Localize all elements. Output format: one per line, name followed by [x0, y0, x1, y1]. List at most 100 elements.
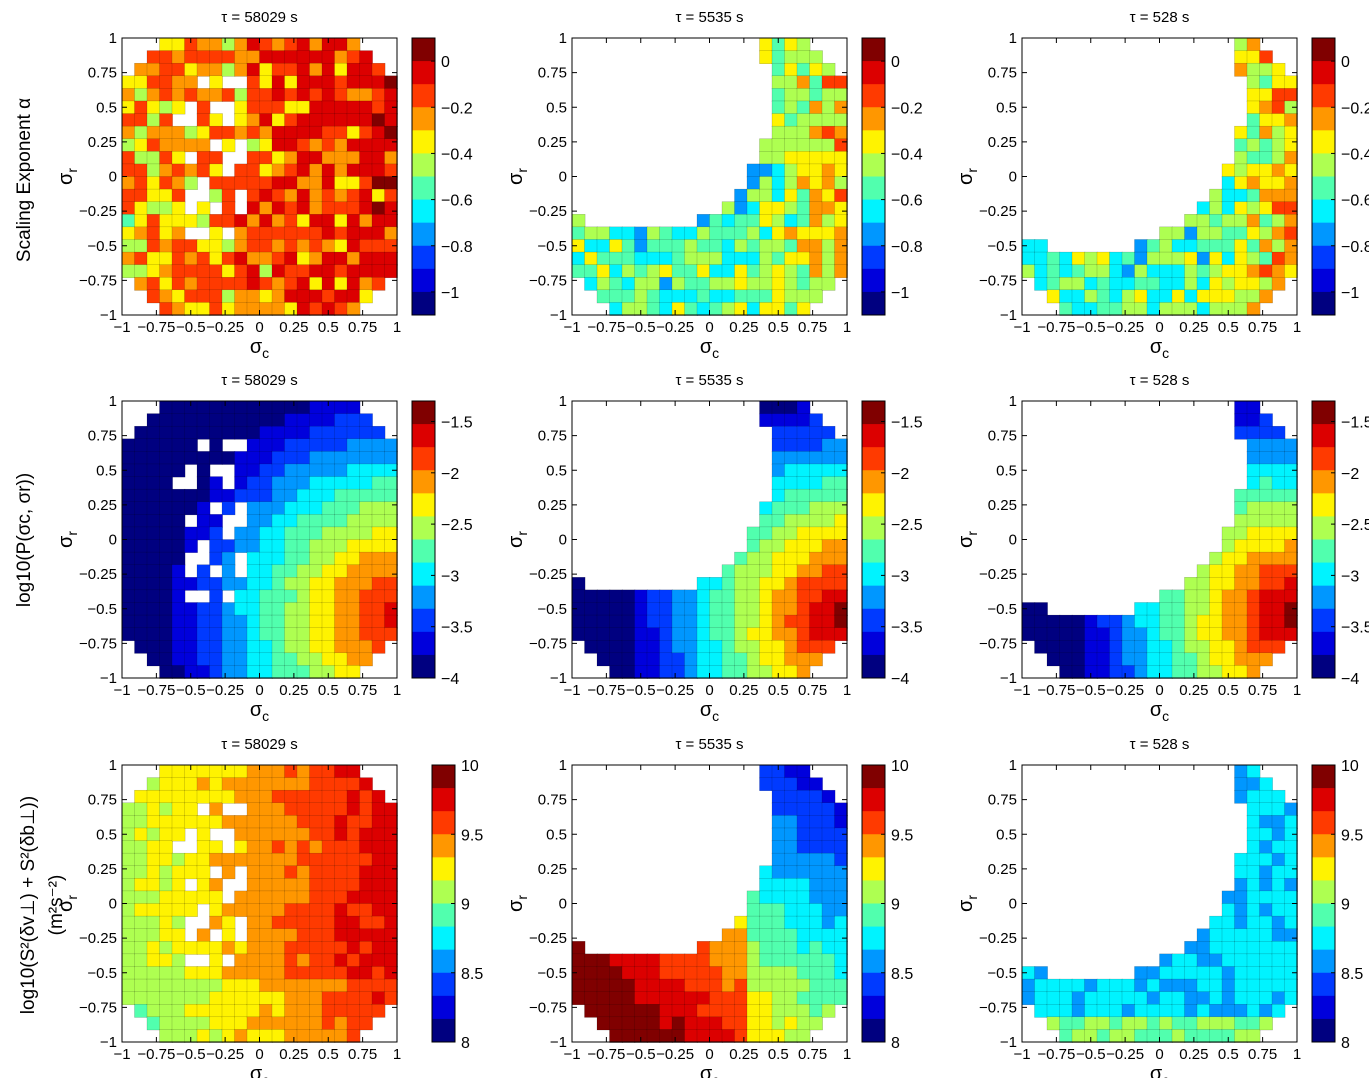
- heatmap-cell: [234, 400, 248, 415]
- heatmap-cell: [359, 125, 373, 140]
- heatmap-cell: [1284, 551, 1298, 566]
- heatmap-cell: [1221, 163, 1236, 178]
- colorbar-tick-label: −2.5: [441, 517, 473, 534]
- chart-panel: τ = 528 s−1 −0.75 −0.5 −0.25 0 0.25 0.5 0.75 110…: [955, 372, 1369, 724]
- heatmap-cell: [159, 239, 173, 253]
- heatmap-cell: [309, 564, 323, 579]
- heatmap-cell: [1046, 1004, 1061, 1018]
- heatmap-cell: [246, 878, 261, 892]
- heatmap-cell: [346, 463, 361, 478]
- heatmap-cell: [121, 526, 136, 541]
- x-tick-label: −0.75: [137, 1046, 175, 1063]
- colorbar-tick-label: 10: [461, 758, 479, 775]
- heatmap-cell: [821, 539, 836, 553]
- heatmap-cell: [734, 928, 748, 943]
- heatmap-cell: [1159, 251, 1173, 266]
- heatmap-cell: [1096, 991, 1111, 1006]
- heatmap-cell: [1284, 526, 1298, 541]
- heatmap-cell: [284, 239, 298, 253]
- heatmap-cell: [121, 852, 136, 867]
- heatmap-cell: [359, 978, 373, 993]
- x-tick-label: −0.75: [137, 682, 175, 699]
- heatmap-cell: [771, 425, 786, 440]
- heatmap-cell: [1184, 652, 1198, 667]
- heatmap-cell: [1209, 251, 1223, 266]
- heatmap-cell: [384, 865, 398, 880]
- heatmap-cell: [571, 589, 586, 604]
- heatmap-cell: [159, 438, 173, 453]
- heatmap-cell: [371, 75, 386, 90]
- heatmap-cell: [771, 50, 786, 64]
- heatmap-cell: [346, 1004, 361, 1018]
- x-tick-label: −0.25: [656, 319, 694, 336]
- heatmap-cell: [346, 878, 361, 892]
- heatmap-cell: [146, 903, 161, 917]
- heatmap-cell: [196, 815, 211, 829]
- heatmap-cell: [1196, 589, 1211, 604]
- heatmap-cell: [684, 652, 698, 667]
- colorbar-tick-label: 0: [891, 54, 900, 71]
- heatmap-cell: [796, 1004, 811, 1018]
- heatmap-cell: [659, 289, 673, 304]
- heatmap-cell: [284, 941, 298, 955]
- heatmap-cell: [284, 37, 298, 52]
- heatmap-cell: [359, 425, 373, 440]
- heatmap-cell: [646, 953, 661, 968]
- heatmap-cell: [296, 463, 311, 478]
- heatmap-cell: [1209, 652, 1223, 667]
- heatmap-cell: [209, 815, 223, 829]
- heatmap-cell: [809, 176, 823, 190]
- heatmap-cell: [746, 1004, 761, 1018]
- heatmap-cell: [309, 978, 323, 993]
- colorbar-tick-label: −3: [441, 568, 459, 585]
- heatmap-cell: [771, 539, 786, 553]
- heatmap-cell: [1209, 264, 1223, 279]
- heatmap-cell: [746, 915, 761, 930]
- heatmap-cell: [209, 451, 223, 465]
- heatmap-cell: [221, 627, 236, 642]
- heatmap-cell: [334, 564, 348, 579]
- heatmap-cell: [1221, 966, 1236, 980]
- heatmap-cell: [334, 251, 348, 266]
- heatmap-cell: [246, 652, 261, 667]
- heatmap-cell: [309, 878, 323, 892]
- heatmap-cell: [821, 201, 836, 216]
- heatmap-cell: [334, 151, 348, 165]
- colorbar-tick-label: −0.6: [1341, 193, 1369, 210]
- heatmap-cell: [371, 640, 386, 654]
- heatmap-cell: [171, 640, 186, 654]
- heatmap-cell: [171, 978, 186, 993]
- heatmap-cell: [609, 302, 623, 316]
- heatmap-cell: [159, 62, 173, 77]
- heatmap-cell: [646, 1004, 661, 1018]
- heatmap-cell: [784, 277, 798, 291]
- heatmap-cell: [334, 903, 348, 917]
- heatmap-cell: [1109, 1029, 1123, 1043]
- colorbar-tick-label: −4: [891, 671, 909, 688]
- heatmap-cell: [384, 264, 398, 279]
- heatmap-cell: [596, 589, 611, 604]
- heatmap-cell: [121, 802, 136, 817]
- heatmap-cell: [634, 953, 648, 968]
- x-axis-label: σc: [250, 1063, 269, 1078]
- heatmap-cell: [121, 264, 136, 279]
- heatmap-cell: [221, 551, 236, 566]
- heatmap-cell: [246, 1004, 261, 1018]
- row-label: Scaling Exponent α: [14, 98, 35, 262]
- heatmap-cell: [196, 514, 211, 528]
- heatmap-cell: [121, 201, 136, 216]
- heatmap-cell: [346, 476, 361, 490]
- heatmap-cell: [196, 789, 211, 804]
- heatmap-cell: [1209, 226, 1223, 241]
- heatmap-cell: [159, 903, 173, 917]
- heatmap-cell: [284, 815, 298, 829]
- heatmap-cell: [1134, 602, 1148, 616]
- heatmap-cell: [159, 214, 173, 228]
- heatmap-cell: [759, 966, 773, 980]
- heatmap-cell: [1071, 1016, 1086, 1031]
- y-tick-label: 0: [1009, 896, 1017, 913]
- heatmap-cell: [159, 840, 173, 854]
- heatmap-cell: [309, 539, 323, 553]
- heatmap-cell: [659, 1029, 673, 1043]
- heatmap-cell: [246, 614, 261, 629]
